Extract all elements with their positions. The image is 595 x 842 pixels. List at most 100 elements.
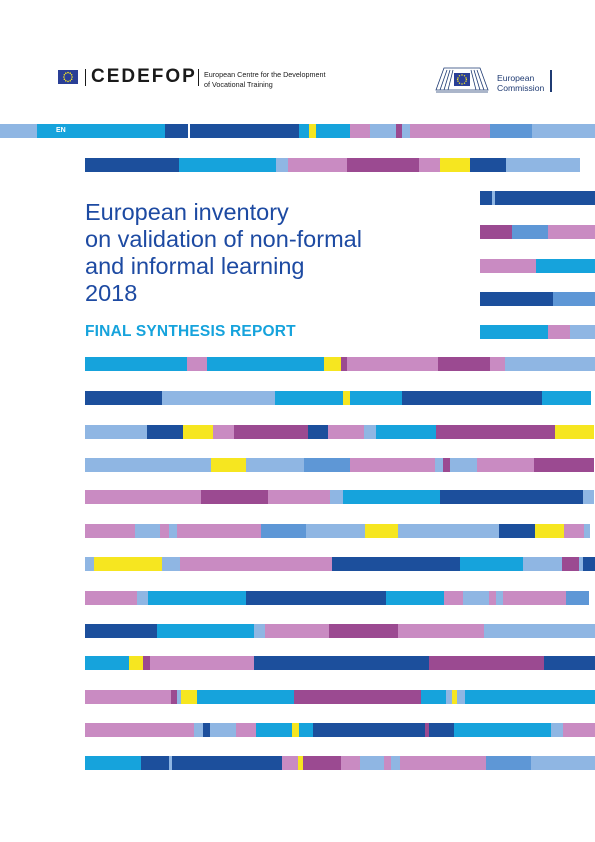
cedefop-name-line2: of Vocational Training: [204, 79, 273, 89]
ec-name-line1: European: [497, 73, 535, 83]
stripe-segment: [85, 391, 162, 405]
stripe-segment: [444, 591, 463, 605]
stripe-segment: [141, 756, 169, 770]
stripe-segment: [256, 723, 292, 737]
stripe-segment: [85, 656, 129, 670]
stripe-segment: [486, 756, 531, 770]
stripe-row: [85, 557, 595, 571]
stripe-segment: [489, 591, 496, 605]
stripe-row: [85, 357, 595, 371]
cedefop-name-line1: European Centre for the Development: [204, 70, 326, 79]
stripe-segment: [85, 158, 179, 172]
stripe-segment: [583, 490, 594, 504]
stripe-segment: [463, 591, 489, 605]
stripe-segment: [194, 723, 203, 737]
stripe-segment: [203, 723, 210, 737]
stripe-segment: [450, 458, 477, 472]
stripe-segment: [157, 624, 254, 638]
stripe-segment: [555, 425, 594, 439]
stripe-segment: [150, 656, 254, 670]
stripe-segment: [187, 357, 207, 371]
stripe-segment: [347, 357, 438, 371]
stripe-segment: [85, 624, 157, 638]
stripe-segment: [551, 723, 563, 737]
stripe-segment: [480, 259, 536, 273]
stripe-segment: [162, 557, 180, 571]
stripe-segment: [313, 723, 425, 737]
stripe-segment: [542, 391, 591, 405]
stripe-segment: [480, 225, 512, 239]
stripe-segment: [299, 723, 313, 737]
stripe-segment: [364, 425, 376, 439]
stripe-segment: [343, 490, 440, 504]
stripe-segment: [288, 158, 347, 172]
stripe-segment: [85, 458, 211, 472]
stripe-segment: [454, 723, 551, 737]
stripe-segment: [436, 425, 555, 439]
stripe-segment: [535, 524, 564, 538]
stripe-segment: [85, 357, 187, 371]
page-title: European inventory on validation of non-…: [85, 199, 362, 307]
stripe-segment: [171, 690, 177, 704]
stripe-segment: [246, 458, 304, 472]
stripe-segment: [446, 690, 452, 704]
stripe-segment: [177, 524, 261, 538]
stripe-segment: [398, 624, 484, 638]
stripe-segment: [328, 425, 364, 439]
ec-building-logo-icon: [434, 64, 490, 94]
stripe-segment: [460, 557, 523, 571]
stripe-segment: [268, 490, 330, 504]
stripe-segment: [143, 656, 150, 670]
stripe-segment: [306, 524, 365, 538]
stripe-segment: [294, 690, 421, 704]
stripe-segment: [384, 756, 391, 770]
stripe-segment: [308, 425, 328, 439]
stripe-segment: [234, 425, 308, 439]
stripe-segment: [457, 690, 465, 704]
stripe-segment: [419, 158, 440, 172]
stripe-segment: [137, 591, 148, 605]
stripe-segment: [181, 690, 197, 704]
stripe-segment: [135, 524, 160, 538]
stripe-segment: [85, 524, 135, 538]
stripe-segment: [179, 158, 276, 172]
stripe-segment: [303, 756, 341, 770]
stripe-segment: [169, 756, 172, 770]
stripe-segment: [329, 624, 398, 638]
stripe-segment: [386, 591, 444, 605]
stripe-segment: [147, 425, 183, 439]
stripe-segment: [180, 557, 332, 571]
stripe-segment: [177, 690, 181, 704]
stripe-segment: [85, 557, 94, 571]
logo-divider: [85, 69, 86, 86]
stripe-segment: [210, 723, 236, 737]
stripe-segment: [298, 756, 303, 770]
stripe-segment: [452, 690, 457, 704]
stripe-segment: [183, 425, 213, 439]
stripe-segment: [534, 458, 594, 472]
stripe-segment: [207, 357, 324, 371]
stripe-segment: [544, 656, 595, 670]
eu-flag-icon: [58, 70, 78, 84]
stripe-segment: [332, 557, 460, 571]
stripe-segment: [548, 325, 570, 339]
stripe-segment: [85, 723, 194, 737]
stripe-segment: [440, 158, 470, 172]
stripe-segment: [570, 325, 595, 339]
stripe-row: [480, 325, 595, 339]
stripe-row: [85, 624, 595, 638]
stripe-segment: [129, 656, 143, 670]
stripe-segment: [562, 557, 579, 571]
stripe-segment: [465, 690, 595, 704]
stripe-segment: [531, 756, 595, 770]
stripe-segment: [553, 292, 595, 306]
stripe-row: [85, 524, 590, 538]
stripe-segment: [512, 225, 548, 239]
stripe-segment: [276, 158, 288, 172]
stripe-segment: [566, 591, 589, 605]
stripe-segment: [85, 591, 137, 605]
ec-divider: [550, 70, 552, 92]
stripe-segment: [341, 357, 347, 371]
language-stripe: [0, 124, 595, 138]
stripe-segment: [304, 458, 350, 472]
